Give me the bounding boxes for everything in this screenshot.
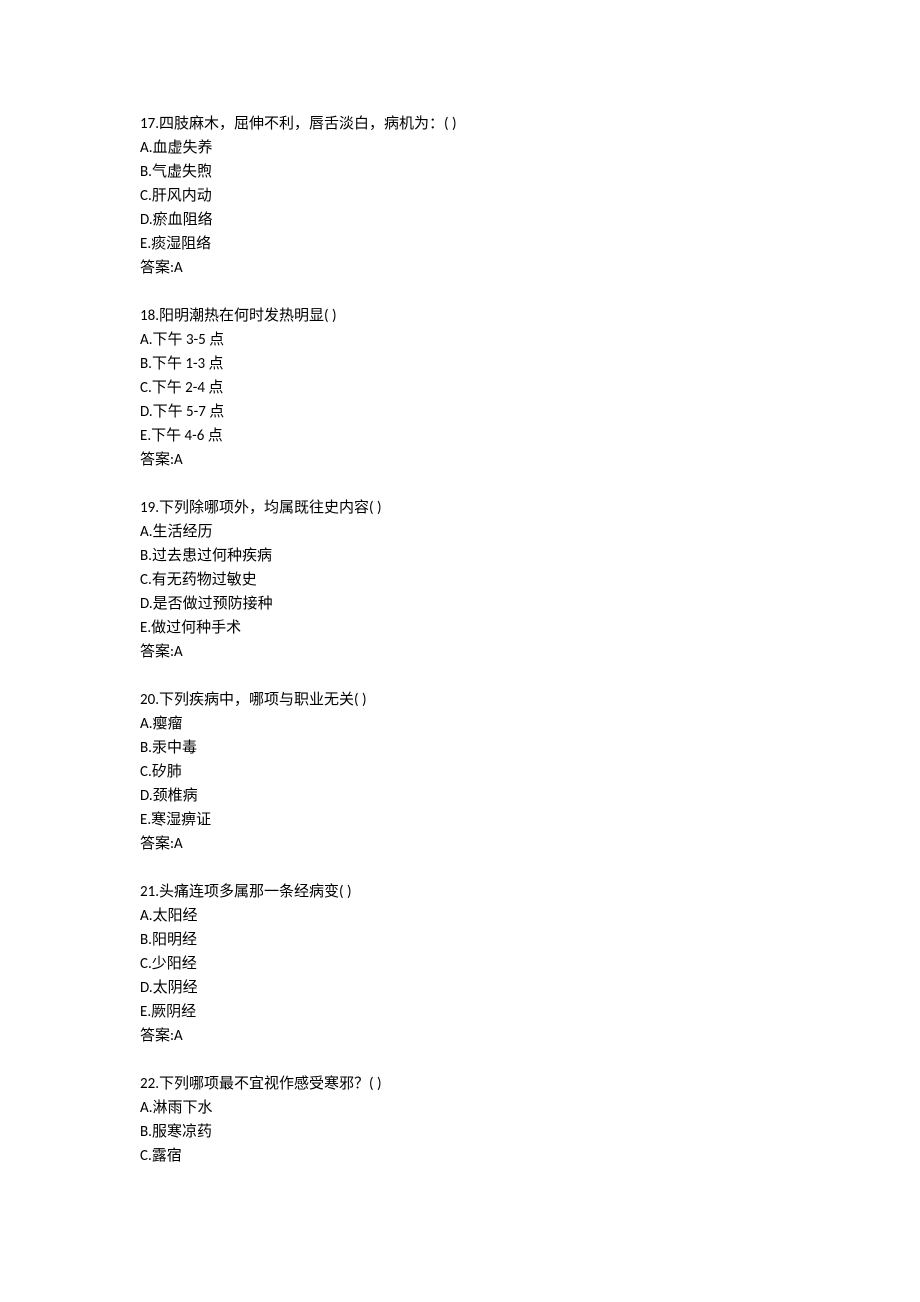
option-e: E.厥阴经 — [140, 1000, 780, 1024]
document-page: 17.四肢麻木，屈伸不利，唇舌淡白，病机为：( ) A.血虚失养 B.气虚失煦 … — [0, 0, 920, 1252]
option-c: C.少阳经 — [140, 952, 780, 976]
option-c: C.露宿 — [140, 1144, 780, 1168]
option-b: B.过去患过何种疾病 — [140, 544, 780, 568]
question-number: 18 — [140, 307, 155, 325]
question-text: 下列哪项最不宜视作感受寒邪？( ) — [159, 1075, 382, 1093]
question-stem: 22.下列哪项最不宜视作感受寒邪？( ) — [140, 1072, 780, 1096]
option-e: E.寒湿痹证 — [140, 808, 780, 832]
question-block: 17.四肢麻木，屈伸不利，唇舌淡白，病机为：( ) A.血虚失养 B.气虚失煦 … — [140, 112, 780, 280]
option-d: D.太阴经 — [140, 976, 780, 1000]
answer-line: 答案:A — [140, 448, 780, 472]
option-a: A.生活经历 — [140, 520, 780, 544]
question-number: 19 — [140, 499, 155, 517]
option-b: B.阳明经 — [140, 928, 780, 952]
question-block: 22.下列哪项最不宜视作感受寒邪？( ) A.淋雨下水 B.服寒凉药 C.露宿 — [140, 1072, 780, 1168]
option-b: B.气虚失煦 — [140, 160, 780, 184]
answer-line: 答案:A — [140, 1024, 780, 1048]
question-stem: 21.头痛连项多属那一条经病变( ) — [140, 880, 780, 904]
question-block: 18.阳明潮热在何时发热明显( ) A.下午 3-5 点 B.下午 1-3 点 … — [140, 304, 780, 472]
option-a: A.淋雨下水 — [140, 1096, 780, 1120]
question-text: 四肢麻木，屈伸不利，唇舌淡白，病机为：( ) — [159, 115, 457, 133]
option-b: B.汞中毒 — [140, 736, 780, 760]
option-d: D.是否做过预防接种 — [140, 592, 780, 616]
question-stem: 17.四肢麻木，屈伸不利，唇舌淡白，病机为：( ) — [140, 112, 780, 136]
option-a: A.血虚失养 — [140, 136, 780, 160]
question-number: 22 — [140, 1075, 155, 1093]
option-a: A.瘿瘤 — [140, 712, 780, 736]
question-number: 21 — [140, 883, 155, 901]
question-stem: 19.下列除哪项外，均属既往史内容( ) — [140, 496, 780, 520]
option-e: E.下午 4-6 点 — [140, 424, 780, 448]
question-text: 下列除哪项外，均属既往史内容( ) — [159, 499, 382, 517]
question-number: 17 — [140, 115, 155, 133]
answer-line: 答案:A — [140, 640, 780, 664]
question-text: 头痛连项多属那一条经病变( ) — [159, 883, 352, 901]
option-d: D.瘀血阻络 — [140, 208, 780, 232]
option-c: C.有无药物过敏史 — [140, 568, 780, 592]
option-c: C.肝风内动 — [140, 184, 780, 208]
option-e: E.痰湿阻络 — [140, 232, 780, 256]
option-b: B.服寒凉药 — [140, 1120, 780, 1144]
option-d: D.下午 5-7 点 — [140, 400, 780, 424]
question-stem: 20.下列疾病中，哪项与职业无关( ) — [140, 688, 780, 712]
question-block: 21.头痛连项多属那一条经病变( ) A.太阳经 B.阳明经 C.少阳经 D.太… — [140, 880, 780, 1048]
option-b: B.下午 1-3 点 — [140, 352, 780, 376]
option-d: D.颈椎病 — [140, 784, 780, 808]
question-stem: 18.阳明潮热在何时发热明显( ) — [140, 304, 780, 328]
option-e: E.做过何种手术 — [140, 616, 780, 640]
answer-line: 答案:A — [140, 832, 780, 856]
question-text: 阳明潮热在何时发热明显( ) — [159, 307, 337, 325]
question-text: 下列疾病中，哪项与职业无关( ) — [159, 691, 367, 709]
answer-line: 答案:A — [140, 256, 780, 280]
option-c: C.矽肺 — [140, 760, 780, 784]
option-c: C.下午 2-4 点 — [140, 376, 780, 400]
question-number: 20 — [140, 691, 155, 709]
question-block: 20.下列疾病中，哪项与职业无关( ) A.瘿瘤 B.汞中毒 C.矽肺 D.颈椎… — [140, 688, 780, 856]
option-a: A.下午 3-5 点 — [140, 328, 780, 352]
question-block: 19.下列除哪项外，均属既往史内容( ) A.生活经历 B.过去患过何种疾病 C… — [140, 496, 780, 664]
option-a: A.太阳经 — [140, 904, 780, 928]
